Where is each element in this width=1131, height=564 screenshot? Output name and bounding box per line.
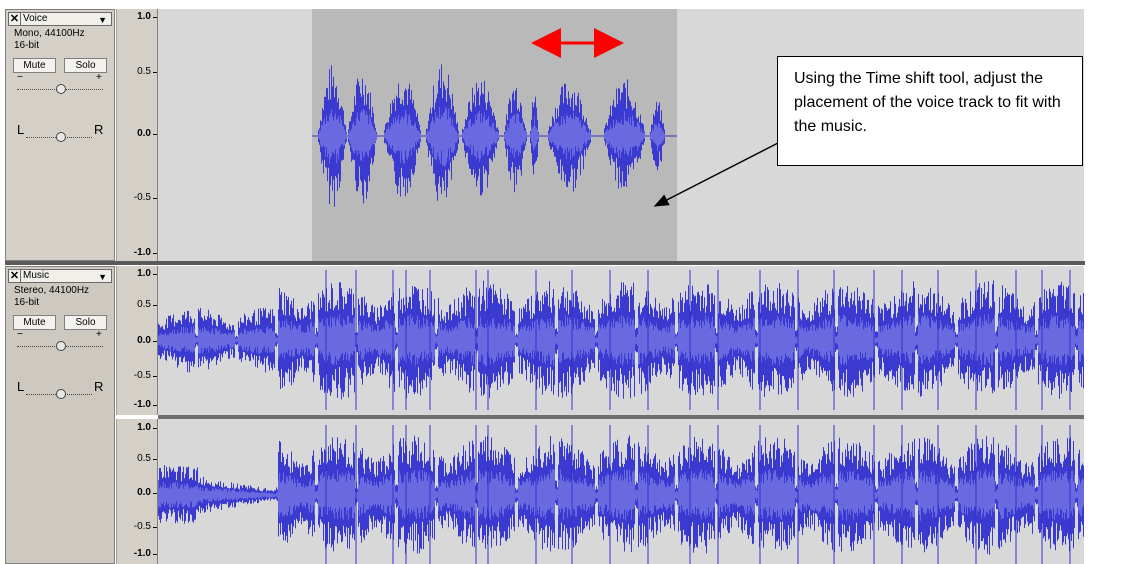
instruction-callout: Using the Time shift tool, adjust the pl…: [777, 56, 1083, 166]
callout-pointer-arrow: [655, 143, 778, 206]
